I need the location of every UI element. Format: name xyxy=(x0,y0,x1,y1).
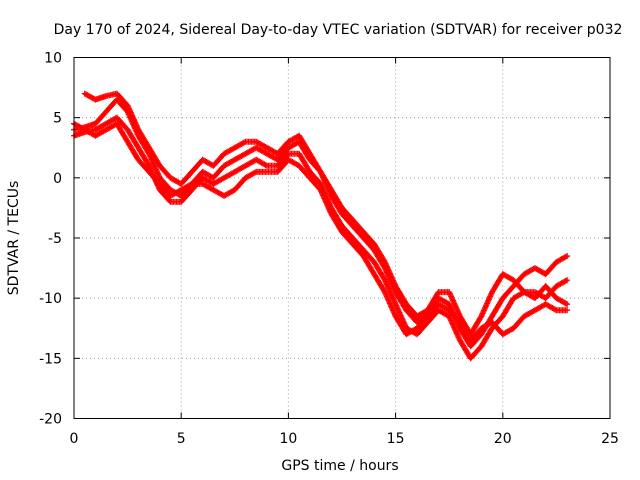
y-tick-label: 10 xyxy=(44,51,62,67)
y-tick-label: -5 xyxy=(48,231,62,247)
data-point xyxy=(241,139,248,146)
x-axis-label: GPS time / hours xyxy=(281,458,398,474)
y-tick-label: -20 xyxy=(39,412,62,428)
y-tick-labels: -20 -15 -10 -5 0 5 10 xyxy=(39,51,62,428)
data-point xyxy=(262,162,269,169)
data-point xyxy=(564,307,571,314)
data-point xyxy=(552,306,559,313)
y-tick-label: 0 xyxy=(53,171,62,187)
x-tick-label: 15 xyxy=(387,431,405,447)
data-points xyxy=(71,90,571,362)
data-point xyxy=(562,277,569,284)
data-point xyxy=(564,277,571,284)
y-tick-label: -10 xyxy=(39,291,62,307)
plot-frame xyxy=(73,57,611,419)
data-point xyxy=(562,253,569,260)
data-point xyxy=(562,300,569,307)
y-tick-label: 5 xyxy=(53,111,62,127)
chart-title: Day 170 of 2024, Sidereal Day-to-day VTE… xyxy=(54,22,623,38)
y-axis-label: SDTVAR / TECUs xyxy=(6,181,22,296)
x-tick-label: 5 xyxy=(177,431,186,447)
data-point xyxy=(187,181,194,188)
x-tick-labels: 0 5 10 15 20 25 xyxy=(70,431,619,447)
y-tick-label: -15 xyxy=(39,351,62,367)
x-tick-label: 25 xyxy=(601,431,619,447)
data-point xyxy=(251,169,258,176)
grid-lines xyxy=(74,57,610,419)
x-tick-label: 10 xyxy=(279,431,297,447)
data-point xyxy=(564,301,571,308)
x-tick-label: 0 xyxy=(70,431,79,447)
data-point xyxy=(564,253,571,260)
x-tick-label: 20 xyxy=(494,431,512,447)
